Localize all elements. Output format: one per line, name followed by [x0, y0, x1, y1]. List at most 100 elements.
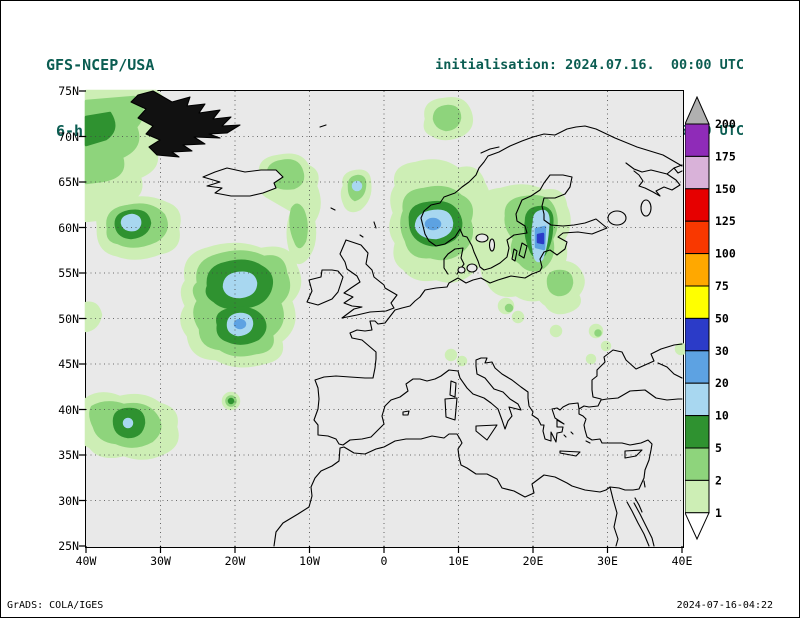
map-shape — [434, 106, 460, 130]
colorbar-segment — [685, 189, 709, 221]
colorbar-segment — [685, 383, 709, 415]
lofoten — [481, 147, 499, 153]
colorbar-segment — [685, 156, 709, 188]
colorbar-label: 5 — [715, 441, 722, 455]
sicily — [476, 425, 497, 440]
x-tick-label: 20E — [523, 554, 544, 568]
mallorca — [403, 411, 409, 415]
colorbar-label: 125 — [715, 214, 736, 228]
colorbar-label: 20 — [715, 376, 729, 390]
colorbar: 200 175 150 125 100 75 50 30 20 10 5 2 1 — [685, 96, 757, 548]
x-tick-label: 30W — [150, 554, 171, 568]
lake-vattern — [490, 239, 495, 251]
map-shape — [235, 320, 245, 328]
colorbar-label: 200 — [715, 117, 736, 131]
x-tick-label: 20W — [225, 554, 246, 568]
colorbar-label: 175 — [715, 149, 736, 163]
nile-river — [610, 487, 618, 546]
orkney — [360, 235, 363, 237]
lake-vanern — [476, 234, 488, 242]
x-axis-labels: 40W30W20W10W010E20E30E40E — [86, 554, 682, 568]
corsica — [450, 381, 456, 397]
creation-timestamp: 2024-07-16-04:22 — [677, 600, 773, 611]
zealand — [467, 264, 477, 272]
lake-ladoga — [608, 211, 626, 225]
map-frame — [85, 90, 684, 548]
y-tick-label: 50N — [58, 312, 79, 326]
y-tick-label: 70N — [58, 130, 79, 144]
x-tick-label: 40E — [672, 554, 693, 568]
x-tick-label: 10W — [299, 554, 320, 568]
map-shape — [353, 182, 361, 190]
map-shape — [548, 271, 572, 295]
white-sea-coast — [626, 163, 682, 196]
colorbar-segment — [685, 286, 709, 318]
funen — [458, 267, 465, 273]
x-tick-label: 40W — [76, 554, 97, 568]
grads-credit: GrADS: COLA/IGES — [7, 600, 103, 611]
grid-lines — [86, 91, 682, 546]
colorbar-over-arrow — [685, 97, 709, 124]
map-shape — [538, 234, 543, 243]
colorbar-under-arrow — [685, 513, 709, 539]
colorbar-segment — [685, 480, 709, 512]
y-tick-label: 35N — [58, 448, 79, 462]
x-tick-marks — [86, 546, 682, 553]
map-shape — [229, 399, 233, 403]
weather-map-page: GFS-NCEP/USA 6-h Acc.Prec. initialisatio… — [0, 0, 800, 618]
x-tick-label: 10E — [448, 554, 469, 568]
x-tick-label: 0 — [381, 554, 388, 568]
map-shape — [587, 355, 595, 363]
colorbar-segment — [685, 351, 709, 383]
map-shape — [506, 305, 512, 311]
y-tick-label: 65N — [58, 175, 79, 189]
y-tick-label: 40N — [58, 403, 79, 417]
map-shape — [551, 326, 561, 336]
y-tick-label: 25N — [58, 539, 79, 553]
colorbar-label: 50 — [715, 311, 729, 325]
map-shape — [596, 331, 601, 336]
colorbar-svg: 200 175 150 125 100 75 50 30 20 10 5 2 1 — [685, 96, 757, 548]
precip-blue-core-atlantic — [224, 273, 256, 297]
y-tick-label: 45N — [58, 357, 79, 371]
init-time-label: initialisation: 2024.07.16. 00:00 UTC — [435, 54, 744, 76]
red-sea — [627, 481, 654, 546]
caucasus-coast — [658, 363, 682, 378]
faroes — [331, 208, 335, 210]
colorbar-label: 1 — [715, 506, 722, 520]
y-tick-label: 60N — [58, 221, 79, 235]
y-tick-label: 30N — [58, 494, 79, 508]
ireland-coast — [307, 270, 343, 305]
y-tick-label: 55N — [58, 266, 79, 280]
axis-ticks — [79, 91, 682, 553]
colorbar-label: 10 — [715, 409, 729, 423]
map-svg — [86, 91, 682, 546]
map-shape — [86, 303, 101, 331]
colorbar-label: 2 — [715, 473, 722, 487]
colorbar-segment — [685, 221, 709, 253]
jan-mayen — [320, 125, 326, 127]
colorbar-label: 75 — [715, 279, 729, 293]
cyprus — [625, 450, 642, 458]
model-title: GFS-NCEP/USA — [46, 54, 173, 76]
colorbar-segment — [685, 318, 709, 350]
map-shape — [446, 350, 456, 360]
colorbar-segment — [685, 448, 709, 480]
map-shape — [124, 419, 132, 427]
lake-onega — [641, 200, 651, 216]
sardinia — [445, 398, 457, 420]
grid-layer — [86, 91, 682, 546]
colorbar-segment — [685, 254, 709, 286]
map-shape — [513, 312, 523, 322]
colorbar-segment — [685, 416, 709, 448]
colorbar-label: 30 — [715, 344, 729, 358]
colorbar-label: 150 — [715, 182, 736, 196]
colorbar-label: 100 — [715, 247, 736, 261]
colorbar-segment — [685, 124, 709, 156]
y-tick-label: 75N — [58, 84, 79, 98]
africa-levant-coast — [274, 409, 652, 546]
x-tick-label: 30E — [597, 554, 618, 568]
britain-coast — [340, 240, 397, 318]
map-shape — [602, 342, 610, 350]
y-axis-labels: 75N70N65N60N55N50N45N40N35N30N25N — [45, 91, 79, 549]
